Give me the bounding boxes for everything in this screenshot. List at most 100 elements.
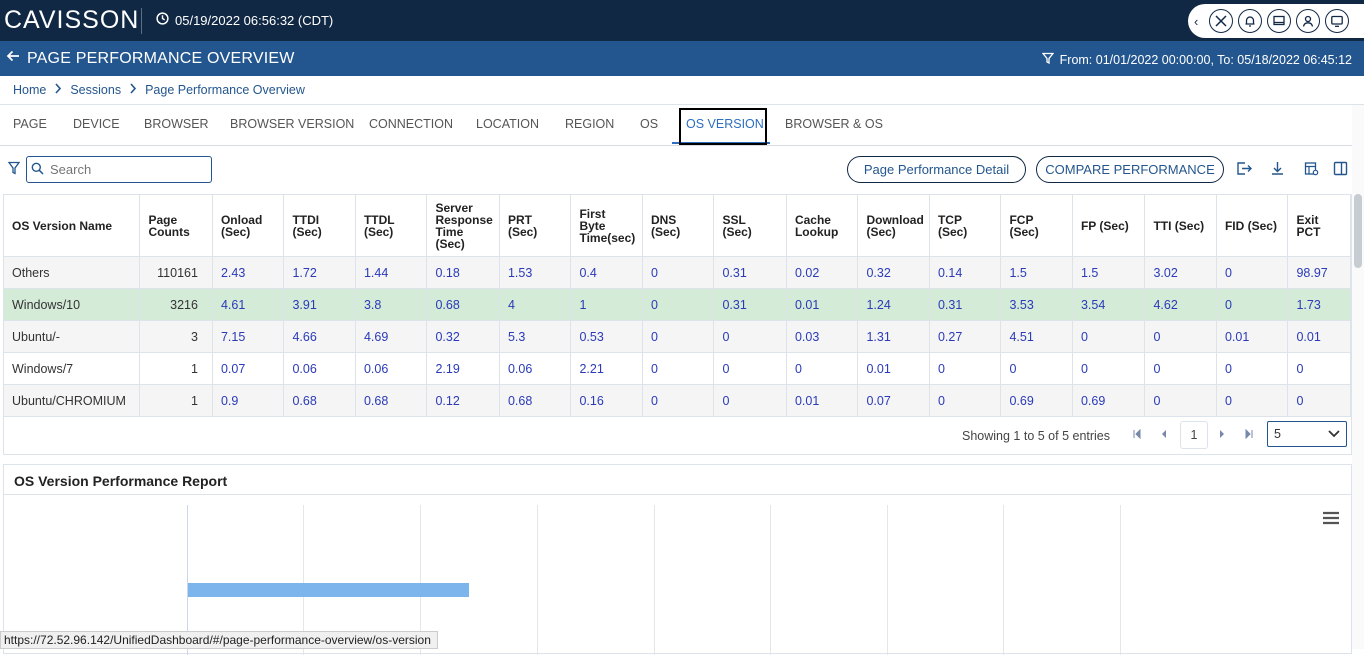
current-page-button[interactable]: 1 bbox=[1180, 421, 1208, 449]
breadcrumb-page-performance[interactable]: Page Performance Overview bbox=[145, 82, 305, 97]
column-header[interactable]: OS Version Name bbox=[4, 195, 141, 257]
metric-value-cell[interactable]: 4.66 bbox=[283, 320, 356, 353]
metric-value-cell[interactable]: 0.68 bbox=[355, 384, 428, 417]
metric-value-cell[interactable]: 2.21 bbox=[570, 352, 643, 385]
metric-value-cell[interactable]: 0 bbox=[786, 352, 859, 385]
column-header[interactable]: Onload (Sec) bbox=[212, 195, 285, 257]
metric-value-cell[interactable]: 0 bbox=[713, 384, 787, 417]
table-row[interactable]: Others 110161 2.43 1.72 1.44 0.18 1.53 0.4 0 0.31… bbox=[4, 256, 1351, 289]
column-header[interactable]: FP (Sec) bbox=[1072, 195, 1146, 257]
metric-value-cell[interactable]: 4.62 bbox=[1144, 288, 1217, 321]
column-header[interactable]: TCP (Sec) bbox=[929, 195, 1002, 257]
metric-value-cell[interactable]: 1.44 bbox=[355, 256, 428, 289]
metric-value-cell[interactable]: 1 bbox=[570, 288, 643, 321]
metric-value-cell[interactable]: 0.68 bbox=[426, 288, 500, 321]
page-performance-detail-button[interactable]: Page Performance Detail bbox=[847, 156, 1026, 183]
metric-value-cell[interactable]: 0 bbox=[642, 352, 715, 385]
metric-value-cell[interactable]: 0 bbox=[929, 352, 1002, 385]
metric-value-cell[interactable]: 0.06 bbox=[499, 352, 572, 385]
scrollbar-thumb[interactable] bbox=[1354, 194, 1362, 268]
table-row[interactable]: Ubuntu/CHROMIUM 1 0.9 0.68 0.68 0.12 0.68 0.16 0… bbox=[4, 384, 1351, 417]
table-row[interactable]: Windows/7 1 0.07 0.06 0.06 2.19 0.06 2.21 0 0 0 0.0… bbox=[4, 352, 1351, 385]
tab-browser-version[interactable]: BROWSER VERSION bbox=[230, 117, 355, 131]
metric-value-cell[interactable]: 3.54 bbox=[1072, 288, 1146, 321]
metric-value-cell[interactable]: 0 bbox=[1072, 320, 1146, 353]
column-header[interactable]: SSL (Sec) bbox=[713, 195, 787, 257]
metric-value-cell[interactable]: 0.31 bbox=[713, 288, 787, 321]
metric-value-cell[interactable]: 1.53 bbox=[499, 256, 572, 289]
metric-value-cell[interactable]: 0.32 bbox=[426, 320, 500, 353]
metric-value-cell[interactable]: 7.15 bbox=[212, 320, 285, 353]
metric-value-cell[interactable]: 0 bbox=[1072, 352, 1146, 385]
search-input[interactable] bbox=[48, 161, 202, 178]
column-header[interactable]: First Byte Time(sec) bbox=[570, 195, 643, 257]
metric-value-cell[interactable]: 0.32 bbox=[857, 256, 930, 289]
metric-value-cell[interactable]: 0 bbox=[642, 288, 715, 321]
scrollbar-track[interactable] bbox=[1352, 105, 1364, 649]
metric-value-cell[interactable]: 4.61 bbox=[212, 288, 285, 321]
metric-value-cell[interactable]: 1.5 bbox=[1000, 256, 1073, 289]
metric-value-cell[interactable]: 0.07 bbox=[857, 384, 930, 417]
metric-value-cell[interactable]: 0.31 bbox=[713, 256, 787, 289]
dashboard-icon[interactable] bbox=[1267, 9, 1291, 33]
metric-value-cell[interactable]: 0.07 bbox=[212, 352, 285, 385]
tab-os[interactable]: OS bbox=[640, 117, 659, 131]
metric-value-cell[interactable]: 2.19 bbox=[426, 352, 500, 385]
metric-value-cell[interactable]: 0.01 bbox=[857, 352, 930, 385]
metric-value-cell[interactable]: 1.73 bbox=[1287, 288, 1351, 321]
compare-performance-button[interactable]: COMPARE PERFORMANCE bbox=[1036, 156, 1224, 183]
breadcrumb-sessions[interactable]: Sessions bbox=[70, 82, 122, 97]
metric-value-cell[interactable]: 0 bbox=[1216, 256, 1289, 289]
column-header[interactable]: Page Counts bbox=[139, 195, 213, 257]
chart-menu-icon[interactable] bbox=[1322, 511, 1340, 528]
metric-value-cell[interactable]: 0 bbox=[713, 352, 787, 385]
breadcrumb-home[interactable]: Home bbox=[13, 82, 47, 97]
metric-value-cell[interactable]: 0.68 bbox=[499, 384, 572, 417]
column-header[interactable]: FID (Sec) bbox=[1216, 195, 1289, 257]
metric-value-cell[interactable]: 0.27 bbox=[929, 320, 1002, 353]
metric-value-cell[interactable]: 4 bbox=[499, 288, 572, 321]
metric-value-cell[interactable]: 0.01 bbox=[1216, 320, 1289, 353]
tools-icon[interactable] bbox=[1209, 9, 1233, 33]
column-header[interactable]: Exit PCT bbox=[1287, 195, 1351, 257]
download-icon[interactable] bbox=[1269, 160, 1287, 178]
last-page-icon[interactable] bbox=[1244, 428, 1254, 442]
metric-value-cell[interactable]: 0.16 bbox=[570, 384, 643, 417]
metric-value-cell[interactable]: 0.9 bbox=[212, 384, 285, 417]
metric-value-cell[interactable]: 0.06 bbox=[355, 352, 428, 385]
metric-value-cell[interactable]: 0 bbox=[642, 384, 715, 417]
metric-value-cell[interactable]: 1.72 bbox=[283, 256, 356, 289]
metric-value-cell[interactable]: 0 bbox=[1287, 384, 1351, 417]
export-icon[interactable] bbox=[1235, 160, 1253, 178]
metric-value-cell[interactable]: 0 bbox=[642, 320, 715, 353]
column-header[interactable]: Download (Sec) bbox=[857, 195, 930, 257]
metric-value-cell[interactable]: 0 bbox=[1144, 320, 1217, 353]
metric-value-cell[interactable]: 0.14 bbox=[929, 256, 1002, 289]
metric-value-cell[interactable]: 0.31 bbox=[929, 288, 1002, 321]
column-header[interactable]: Cache Lookup bbox=[786, 195, 859, 257]
time-filter[interactable]: From: 01/01/2022 00:00:00, To: 05/18/202… bbox=[1041, 52, 1352, 67]
tab-browser[interactable]: BROWSER bbox=[144, 117, 209, 131]
metric-value-cell[interactable]: 0.69 bbox=[1072, 384, 1146, 417]
metric-value-cell[interactable]: 2.43 bbox=[212, 256, 285, 289]
tab-region[interactable]: REGION bbox=[565, 117, 615, 131]
column-header[interactable]: Server Response Time (Sec) bbox=[426, 195, 500, 257]
metric-value-cell[interactable]: 0 bbox=[1144, 384, 1217, 417]
metric-value-cell[interactable]: 1.5 bbox=[1072, 256, 1146, 289]
metric-value-cell[interactable]: 4.69 bbox=[355, 320, 428, 353]
next-page-icon[interactable] bbox=[1218, 429, 1226, 442]
metric-value-cell[interactable]: 0 bbox=[1144, 352, 1217, 385]
metric-value-cell[interactable]: 98.97 bbox=[1287, 256, 1351, 289]
table-row[interactable]: Ubuntu/- 3 7.15 4.66 4.69 0.32 5.3 0.53 0 0 0.03 1.… bbox=[4, 320, 1351, 353]
metric-value-cell[interactable]: 0 bbox=[642, 256, 715, 289]
metric-value-cell[interactable]: 0 bbox=[1000, 352, 1073, 385]
column-header[interactable]: FCP (Sec) bbox=[1000, 195, 1073, 257]
column-toggle-icon[interactable] bbox=[1332, 160, 1350, 178]
column-header[interactable]: TTDI (Sec) bbox=[283, 195, 356, 257]
tab-connection[interactable]: CONNECTION bbox=[369, 117, 454, 131]
tab-device[interactable]: DEVICE bbox=[73, 117, 120, 131]
column-header[interactable]: TTI (Sec) bbox=[1144, 195, 1217, 257]
metric-value-cell[interactable]: 3.53 bbox=[1000, 288, 1073, 321]
metric-value-cell[interactable]: 0.06 bbox=[283, 352, 356, 385]
metric-value-cell[interactable]: 0.69 bbox=[1000, 384, 1073, 417]
